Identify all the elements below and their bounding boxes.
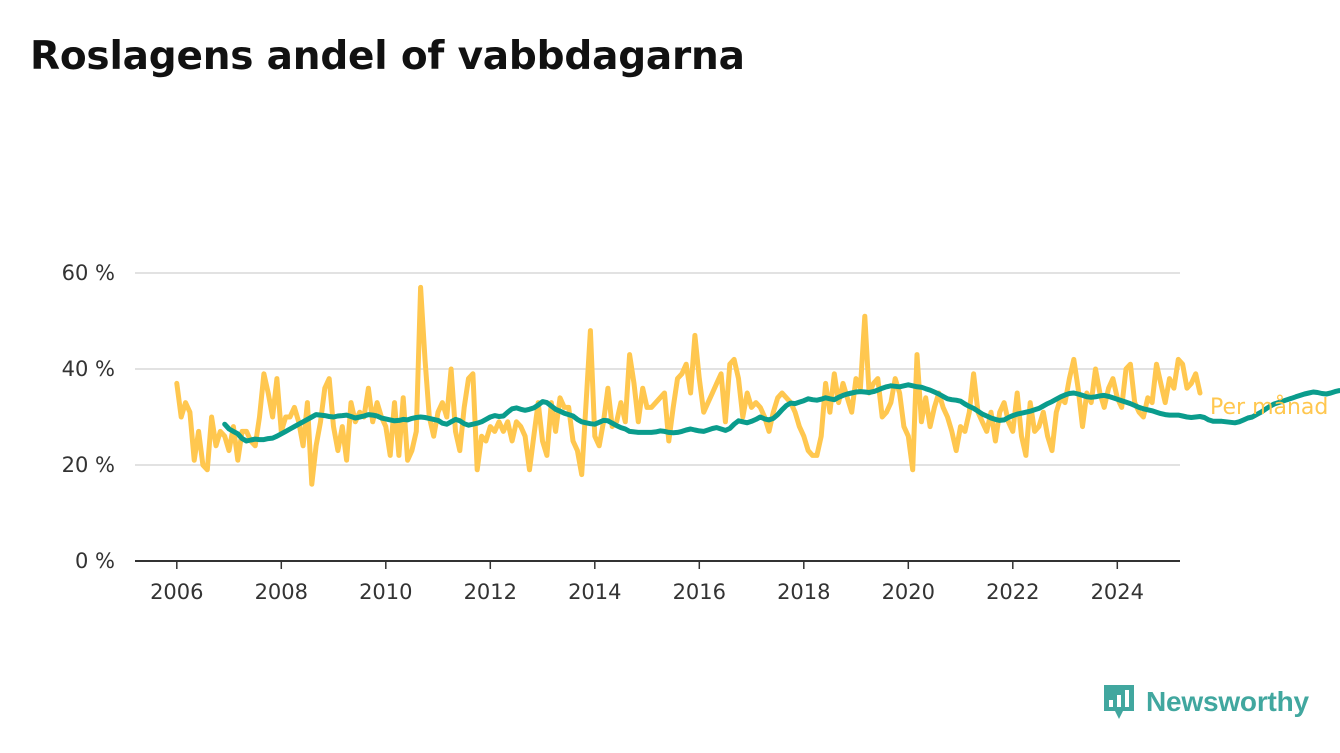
x-tick-label: 2016 <box>673 580 726 604</box>
y-axis-tick-labels: 0 % 20 % 40 % 60 % <box>62 261 115 573</box>
x-tick-label: 2008 <box>255 580 308 604</box>
y-tick-label: 40 % <box>62 357 115 381</box>
x-tick-label: 2018 <box>777 580 830 604</box>
brand-logo: Newsworthy <box>1102 682 1309 722</box>
x-tick-label: 2006 <box>150 580 203 604</box>
y-tick-label: 60 % <box>62 261 115 285</box>
brand-name: Newsworthy <box>1146 686 1309 717</box>
series-lines <box>174 284 1340 487</box>
chart-title: Roslagens andel of vabbdagarna <box>30 34 745 79</box>
x-tick-label: 2012 <box>464 580 517 604</box>
series-line-per-manad <box>174 284 1203 487</box>
x-tick-label: 2022 <box>986 580 1039 604</box>
series-line-trend <box>222 382 1340 444</box>
x-tick-label: 2024 <box>1091 580 1144 604</box>
y-tick-label: 0 % <box>75 549 115 573</box>
x-axis: 2006 2008 2010 2012 2014 2016 2018 2020 2022 2024 <box>135 560 1180 604</box>
x-tick-label: 2014 <box>568 580 621 604</box>
x-tick-label: 2010 <box>359 580 412 604</box>
newsworthy-logo-icon <box>1104 685 1134 719</box>
series-labels: Per månadTrend <box>1210 394 1328 420</box>
y-tick-label: 20 % <box>62 453 115 477</box>
series-label-per-manad: Per månad <box>1210 394 1328 420</box>
x-tick-label: 2020 <box>882 580 935 604</box>
